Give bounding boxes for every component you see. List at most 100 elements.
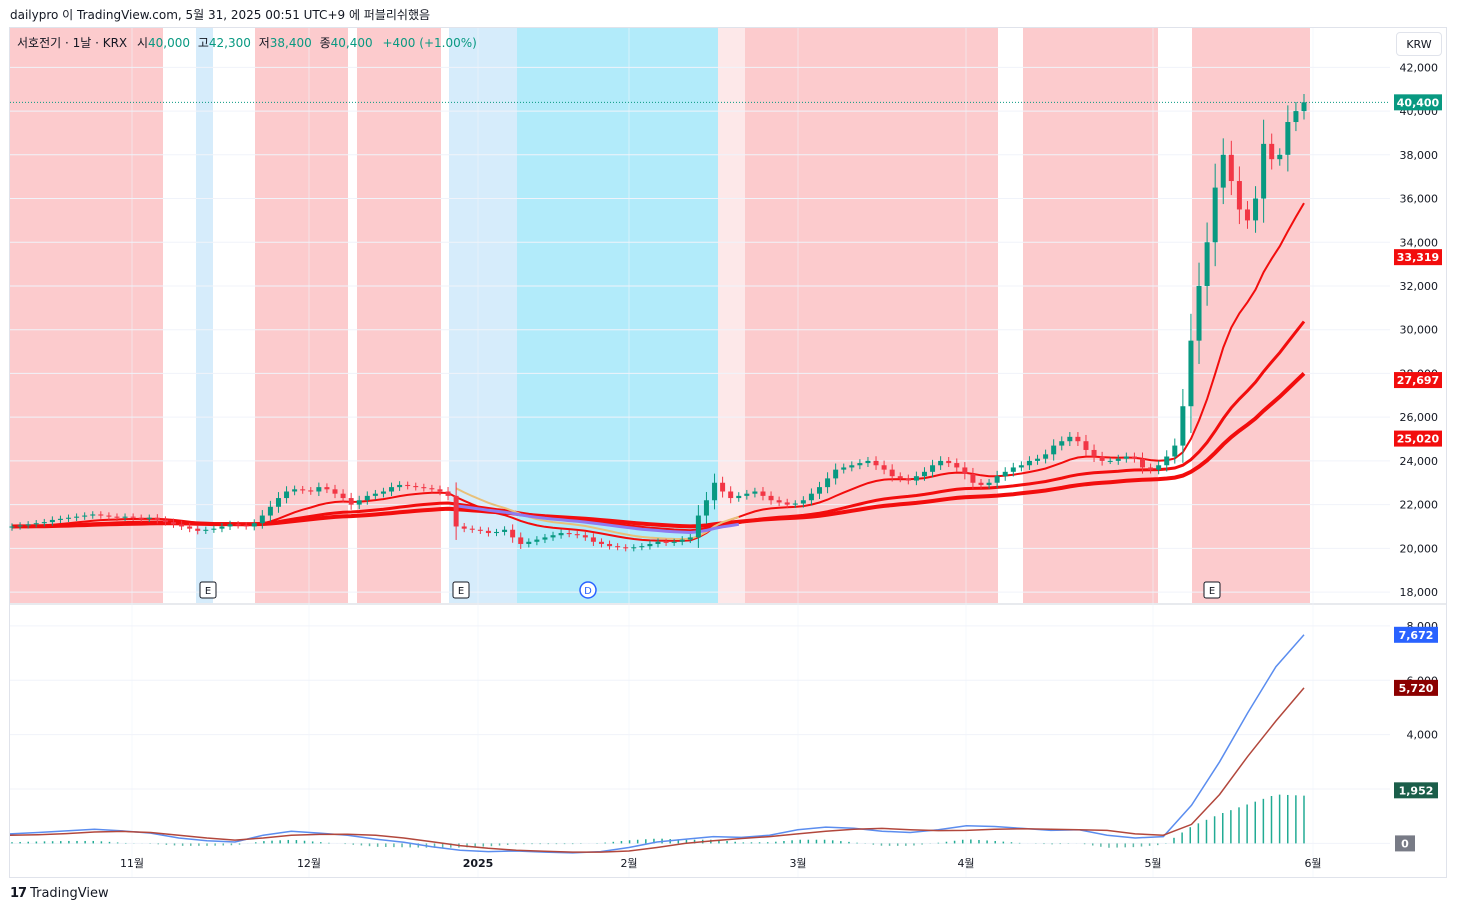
candle-body — [590, 537, 596, 542]
candle-body — [849, 465, 855, 468]
candle-body — [647, 543, 653, 547]
candle-body — [219, 526, 225, 529]
candle-body — [1156, 465, 1162, 470]
candle-body — [1228, 154, 1234, 182]
candle-body — [655, 541, 661, 544]
candle-body — [138, 517, 144, 519]
y-tick-label: 24,000 — [1400, 455, 1439, 468]
candle-body — [744, 493, 750, 496]
open-label: 시 — [136, 36, 149, 50]
x-tick-label: 4월 — [957, 857, 974, 870]
candle-body — [1220, 154, 1226, 188]
y-tick-label: 38,000 — [1400, 149, 1439, 162]
candle-body — [413, 486, 419, 488]
candle-body — [1123, 456, 1129, 459]
candle-body — [1204, 242, 1210, 286]
price-label-box — [1394, 94, 1442, 111]
candle-body — [469, 528, 475, 530]
candle-body — [485, 530, 491, 534]
price-label-value: 33,319 — [1397, 251, 1439, 264]
currency-button[interactable]: KRW — [1396, 32, 1442, 56]
candle-body — [275, 498, 281, 507]
candle-body — [615, 546, 621, 548]
candle-body — [930, 465, 936, 472]
candle-body — [607, 543, 613, 547]
candle-body — [227, 524, 233, 527]
candle-body — [1293, 111, 1299, 123]
candle-body — [703, 500, 709, 516]
macd-price-label-value: 5,720 — [1399, 682, 1434, 695]
candle-body — [574, 534, 580, 536]
candle-body — [211, 528, 217, 530]
candles — [9, 93, 1307, 552]
tradingview-logo[interactable]: 17 TradingView — [10, 886, 109, 901]
candle-body — [356, 500, 362, 505]
candle-body — [122, 516, 128, 518]
candle-body — [598, 541, 604, 544]
candle-body — [114, 516, 120, 518]
price-label-box — [1394, 372, 1442, 389]
candle-body — [518, 537, 524, 544]
symbol-legend: 서호전기 · 1날 · KRX 시40,000 고42,300 저38,400 … — [17, 34, 477, 51]
candle-body — [251, 523, 257, 527]
candle-body — [372, 493, 378, 496]
candle-body — [1140, 458, 1145, 468]
candle-body — [1083, 441, 1089, 450]
macd-series-line — [9, 634, 1305, 854]
candle-body — [195, 528, 201, 531]
candle-body — [1107, 460, 1113, 462]
grid — [10, 28, 1446, 877]
candle-body — [477, 529, 483, 531]
candle-body — [380, 491, 386, 494]
candle-body — [623, 547, 629, 549]
candle-body — [776, 500, 782, 503]
earnings-marker-label: E — [205, 586, 211, 597]
candle-body — [881, 465, 887, 470]
price-label-value: 25,020 — [1397, 433, 1440, 446]
candle-body — [736, 495, 742, 499]
y-tick-label: 26,000 — [1400, 411, 1439, 424]
candle-body — [720, 482, 726, 492]
candle-body — [833, 469, 839, 479]
candle-body — [986, 482, 992, 485]
candle-body — [534, 539, 540, 542]
candle-body — [582, 535, 588, 538]
price-labels: 40,400 33,319 27,697 25,020 7,672 5,720 1,952 0 — [1394, 94, 1442, 852]
candle-body — [962, 467, 968, 475]
close-label: 종 — [319, 36, 331, 50]
candle-body — [1277, 154, 1283, 160]
candle-body — [1075, 436, 1081, 442]
candle-body — [1180, 406, 1186, 446]
candle-body — [9, 526, 15, 528]
candle-body — [340, 493, 346, 499]
candle-body — [324, 487, 330, 490]
candle-body — [389, 487, 395, 492]
shading-band-pink — [718, 28, 745, 603]
macd-price-label-box — [1394, 626, 1438, 643]
earnings-marker — [199, 581, 217, 599]
low-value: 38,400 — [269, 36, 312, 50]
close-value: 40,400 — [330, 36, 373, 50]
low-label: 저 — [258, 36, 270, 50]
candle-body — [162, 519, 168, 523]
overlay-line-violet — [455, 504, 740, 535]
x-tick-label: 12월 — [297, 857, 321, 870]
y-tick-label: 36,000 — [1400, 193, 1439, 206]
candle-body — [679, 539, 685, 542]
candle-body — [437, 489, 443, 492]
open-value: 40,000 — [148, 36, 191, 50]
candle-body — [187, 526, 193, 529]
candle-body — [970, 474, 976, 483]
candle-body — [1164, 456, 1170, 466]
candle-body — [865, 460, 871, 464]
candle-body — [1026, 460, 1032, 466]
candle-body — [897, 476, 903, 479]
candle-body — [1269, 143, 1275, 160]
macd-price-label-box — [1394, 679, 1438, 696]
candle-body — [1253, 198, 1259, 221]
candle-body — [1301, 102, 1307, 112]
candle-body — [857, 463, 863, 466]
change-value: +400 (+1.00%) — [382, 36, 477, 50]
candle-body — [171, 522, 176, 525]
